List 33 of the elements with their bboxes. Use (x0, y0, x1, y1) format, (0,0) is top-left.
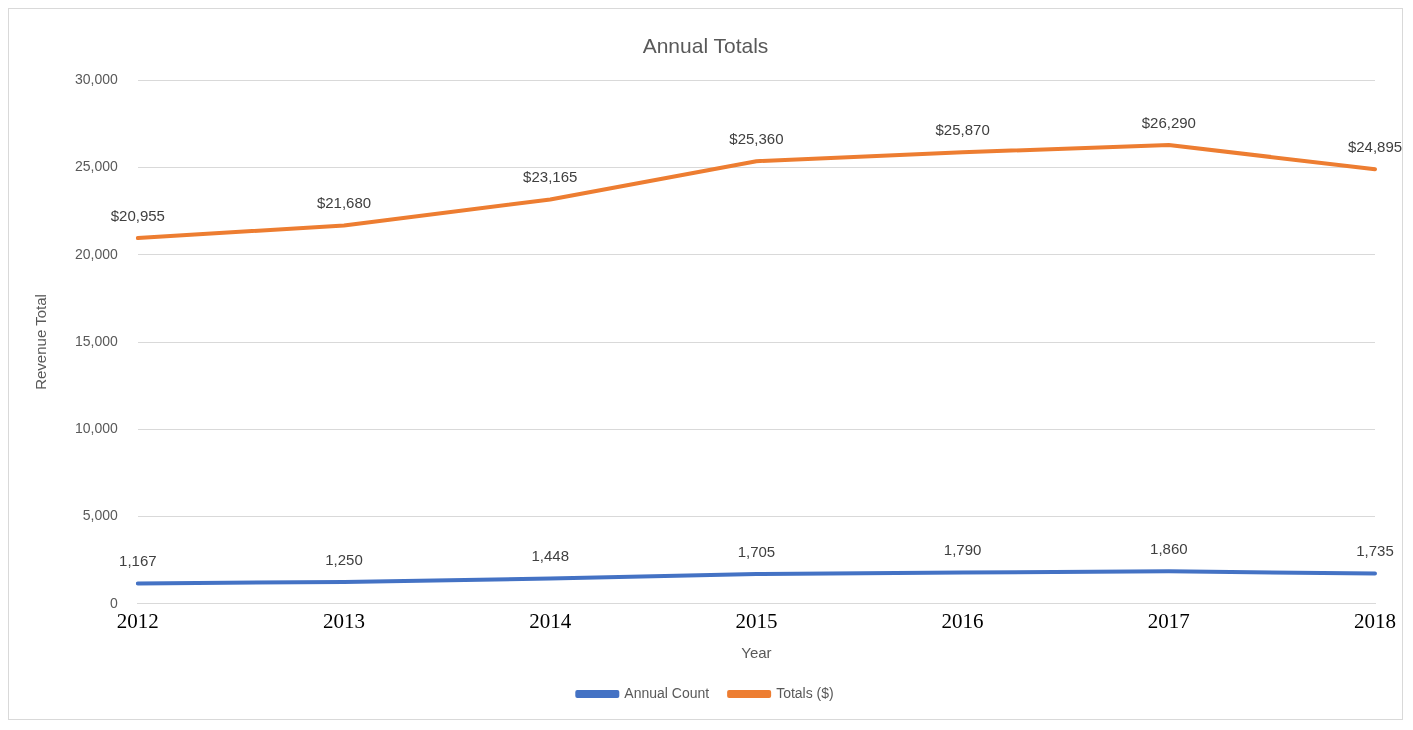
chart-title: Annual Totals (642, 34, 769, 58)
legend-label: Totals ($) (776, 684, 834, 701)
y-tick-label: 20,000 (74, 245, 119, 262)
data-label: $21,680 (316, 194, 372, 212)
data-label: 1,860 (1150, 539, 1188, 557)
data-label: $26,290 (1141, 113, 1196, 131)
x-tick-label: 2015 (735, 608, 778, 633)
data-label: $20,955 (110, 206, 165, 224)
data-label: 1,167 (119, 552, 157, 570)
x-tick-label: 2014 (529, 608, 572, 633)
data-label: 1,250 (325, 550, 363, 568)
y-axis-title: Revenue Total (32, 294, 50, 390)
y-tick-label: 5,000 (82, 507, 119, 524)
data-label: 1,735 (1356, 542, 1394, 560)
legend-label: Annual Count (624, 684, 710, 701)
x-tick-label: 2016 (941, 608, 984, 633)
x-tick-label: 2012 (116, 608, 159, 633)
x-tick-label: 2017 (1147, 608, 1190, 633)
data-label: $25,870 (935, 120, 990, 138)
data-label: 1,705 (737, 542, 776, 560)
y-tick-label: 25,000 (74, 158, 119, 175)
data-label: $25,360 (729, 129, 784, 147)
x-axis-title: Year (741, 644, 772, 662)
data-label: $24,895 (1347, 137, 1403, 155)
y-tick-label: 30,000 (74, 71, 119, 88)
data-label: 1,790 (943, 541, 982, 559)
data-label: $23,165 (523, 168, 578, 186)
y-tick-label: 10,000 (74, 420, 119, 437)
y-tick-label: 0 (110, 594, 119, 611)
data-label: 1,448 (531, 547, 569, 565)
x-tick-label: 2013 (323, 608, 366, 633)
y-tick-label: 15,000 (74, 332, 119, 349)
x-tick-label: 2018 (1354, 608, 1396, 633)
